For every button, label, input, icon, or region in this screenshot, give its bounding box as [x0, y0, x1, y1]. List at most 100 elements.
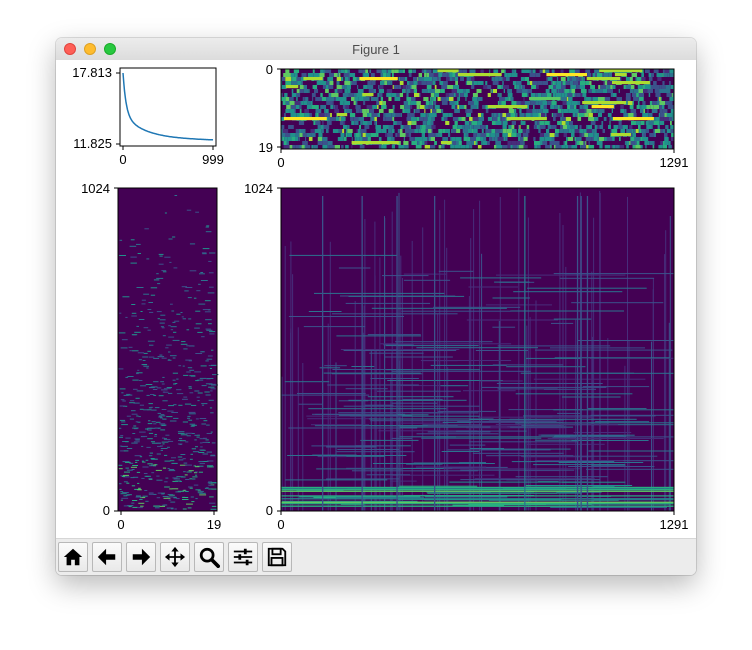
- zoom-button[interactable]: [194, 542, 224, 572]
- heatmap-cell: [152, 464, 157, 466]
- heatmap-cell: [312, 69, 315, 73]
- heatmap-cell: [493, 113, 497, 117]
- heatmap-cell: [461, 137, 464, 141]
- heatmap-cell: [662, 69, 665, 73]
- heatmap-cell: [469, 121, 472, 125]
- heatmap-cell: [482, 97, 486, 101]
- heatmap-cell: [455, 81, 458, 85]
- heatmap-cell: [343, 101, 345, 105]
- heatmap-cell: [452, 141, 456, 145]
- heatmap-cell: [455, 73, 459, 77]
- heatmap-cell: [290, 133, 296, 137]
- pan-button[interactable]: [160, 542, 190, 572]
- heatmap-cell: [650, 81, 654, 85]
- heatmap-cell: [411, 129, 415, 133]
- heatmap-cell: [312, 85, 318, 89]
- heatmap-cell: [502, 81, 504, 85]
- heatmap-cell: [394, 109, 397, 113]
- heatmap-cell: [588, 117, 594, 121]
- minimize-window-button[interactable]: [84, 43, 96, 55]
- back-button[interactable]: [92, 542, 122, 572]
- heatmap-cell: [155, 421, 161, 423]
- heatmap-cell: [300, 129, 306, 133]
- heatmap-cell: [349, 105, 353, 109]
- heatmap-cell: [396, 414, 429, 416]
- save-button[interactable]: [262, 542, 292, 572]
- heatmap-cell: [395, 133, 398, 137]
- heatmap-cell: [586, 129, 592, 133]
- heatmap-cell: [642, 137, 649, 141]
- heatmap-cell: [311, 93, 316, 97]
- heatmap-cell: [455, 105, 458, 109]
- heatmap-cell: [163, 504, 168, 506]
- heatmap-cell: [665, 101, 670, 105]
- heatmap-cell: [471, 421, 564, 423]
- heatmap-cell: [474, 141, 476, 145]
- close-window-button[interactable]: [64, 43, 76, 55]
- main-heatmap[interactable]: 1024 0 0 1291: [244, 181, 688, 532]
- heatmap-cell: [671, 93, 673, 97]
- heatmap-cell: [484, 101, 487, 105]
- heatmap-cell: [540, 73, 545, 77]
- forward-button[interactable]: [126, 542, 156, 572]
- heatmap-cell: [460, 81, 466, 85]
- heatmap-cell: [534, 141, 540, 145]
- heatmap-cell: [632, 133, 637, 137]
- heatmap-cell: [298, 121, 305, 125]
- heatmap-cell: [151, 442, 158, 444]
- heatmap-cell: [416, 85, 422, 89]
- heatmap-cell: [555, 129, 560, 133]
- heatmap-cell: [514, 69, 517, 73]
- heatmap-cell: [540, 105, 544, 109]
- zoom-window-button[interactable]: [104, 43, 116, 55]
- heatmap-cell: [336, 335, 422, 337]
- left-heatmap[interactable]: 1024 0 0 19: [81, 181, 221, 532]
- heatmap-cell: [171, 457, 176, 459]
- heatmap-cell: [290, 121, 294, 125]
- heatmap-cell: [565, 117, 571, 121]
- heatmap-cell: [516, 109, 520, 113]
- heatmap-cell: [606, 137, 613, 141]
- heatmap-cell: [606, 85, 608, 89]
- heatmap-cell: [659, 89, 665, 93]
- heatmap-cell: [352, 77, 357, 81]
- heatmap-cell: [331, 93, 334, 97]
- title-bar[interactable]: Figure 1: [56, 38, 696, 61]
- heatmap-cell: [546, 93, 552, 97]
- heatmap-cell: [211, 364, 218, 366]
- heatmap-cell: [333, 137, 338, 141]
- heatmap-cell: [173, 404, 177, 406]
- heatmap-cell: [508, 125, 512, 129]
- heatmap-cell: [646, 125, 652, 129]
- heatmap-cell: [174, 508, 177, 510]
- heatmap-cell: [369, 69, 372, 73]
- heatmap-cell: [590, 141, 597, 145]
- heatmap-cell: [585, 77, 589, 81]
- heatmap-cell: [158, 416, 162, 418]
- heatmap-cell: [514, 125, 519, 129]
- heatmap-cell: [504, 69, 506, 73]
- heatmap-cell: [156, 311, 162, 313]
- heatmap-cell: [539, 141, 543, 145]
- heatmap-cell: [293, 125, 300, 129]
- figure-svg[interactable]: 17.813 11.825 0 999 0 19 0 1291: [56, 60, 696, 538]
- heatmap-cell: [394, 105, 401, 109]
- heatmap-cell: [134, 331, 141, 333]
- heatmap-cell: [381, 137, 388, 141]
- loss-line-plot[interactable]: 17.813 11.825 0 999: [72, 65, 224, 167]
- heatmap-cell: [203, 437, 208, 439]
- heatmap-cell: [148, 407, 152, 409]
- heatmap-cell: [638, 93, 645, 97]
- figure-canvas[interactable]: 17.813 11.825 0 999 0 19 0 1291: [56, 60, 696, 538]
- heatmap-cell: [503, 137, 506, 141]
- home-icon: [63, 548, 83, 566]
- heatmap-cell: [612, 85, 616, 89]
- heatmap-cell: [529, 73, 536, 77]
- home-button[interactable]: [58, 542, 88, 572]
- heatmap-cell: [556, 89, 558, 93]
- top-heatmap[interactable]: 0 19 0 1291: [259, 62, 689, 170]
- configure-subplots-button[interactable]: [228, 542, 258, 572]
- heatmap-cell: [354, 121, 359, 125]
- heatmap-cell: [362, 332, 364, 511]
- heatmap-cell: [141, 477, 145, 479]
